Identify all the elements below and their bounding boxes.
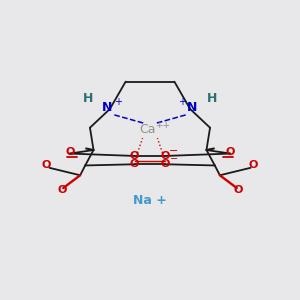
Text: Na +: Na +: [133, 194, 167, 207]
Text: O: O: [130, 151, 139, 161]
Text: O: O: [65, 147, 74, 157]
Text: O: O: [130, 159, 139, 169]
Text: H: H: [82, 92, 93, 105]
Text: O: O: [42, 160, 51, 170]
Text: N: N: [187, 101, 198, 114]
Text: H: H: [207, 92, 218, 105]
Text: O: O: [161, 151, 170, 161]
Text: O: O: [57, 185, 66, 195]
Text: O: O: [234, 185, 243, 195]
Text: O: O: [226, 147, 235, 157]
Text: +: +: [114, 97, 122, 106]
Text: ++: ++: [155, 121, 170, 130]
Text: −: −: [169, 146, 178, 156]
Text: O: O: [161, 159, 170, 169]
Text: −: −: [170, 154, 178, 164]
Text: +: +: [178, 97, 186, 106]
Text: Ca: Ca: [140, 123, 156, 136]
Text: O: O: [249, 160, 258, 170]
Text: N: N: [102, 101, 113, 114]
